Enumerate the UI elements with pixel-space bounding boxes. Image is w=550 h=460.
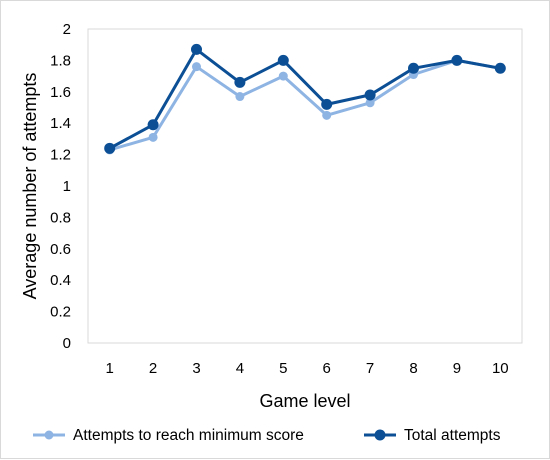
series-layer — [104, 43, 506, 155]
x-tick-label: 4 — [236, 360, 244, 377]
series-1-point — [278, 71, 288, 81]
series-2-point — [321, 98, 333, 110]
y-tick-label: 1.8 — [50, 52, 71, 69]
legend: Attempts to reach minimum score Total att… — [33, 427, 501, 444]
x-axis-tick-labels: 1 2 3 4 5 6 7 8 9 10 — [106, 360, 509, 377]
y-tick-label: 1.2 — [50, 147, 71, 164]
series-2 — [104, 43, 506, 154]
legend-label: Total attempts — [404, 427, 501, 444]
series-2-point — [364, 89, 376, 101]
series-1-point — [322, 110, 332, 120]
legend-swatch-marker — [44, 430, 54, 440]
series-1-line — [108, 58, 502, 152]
x-tick-label: 6 — [323, 360, 331, 377]
series-2-point — [147, 119, 159, 131]
x-axis-title: Game level — [259, 391, 350, 411]
y-tick-label: 0.8 — [50, 209, 71, 226]
plot-area — [87, 28, 523, 344]
x-tick-label: 5 — [279, 360, 287, 377]
y-tick-label: 0.2 — [50, 304, 71, 321]
y-axis-title: Average number of attempts — [20, 73, 40, 300]
series-2-point — [451, 54, 463, 66]
series-2-point — [494, 62, 506, 74]
series-2-point — [277, 54, 289, 66]
series-2-line — [108, 47, 502, 150]
x-tick-label: 2 — [149, 360, 157, 377]
y-tick-label: 0.4 — [50, 272, 71, 289]
series-1-point — [235, 92, 245, 102]
x-tick-label: 1 — [106, 360, 114, 377]
series-1-point — [148, 132, 158, 142]
legend-label: Attempts to reach minimum score — [73, 427, 304, 444]
series-2-point — [191, 43, 202, 55]
series-1-point — [365, 98, 375, 108]
legend-swatch-marker — [374, 429, 386, 441]
x-tick-label: 7 — [366, 360, 374, 377]
y-tick-label: 1.4 — [50, 115, 71, 132]
x-tick-label: 8 — [409, 360, 417, 377]
series-1-point — [192, 62, 201, 72]
y-axis-tick-labels: 0 0.2 0.4 0.6 0.8 1 1.2 1.4 1.6 1.8 2 — [50, 21, 71, 352]
x-tick-label: 10 — [492, 360, 509, 377]
legend-item: Attempts to reach minimum score — [33, 427, 304, 444]
y-tick-label: 0 — [63, 335, 71, 352]
series-2-point — [408, 62, 419, 74]
y-tick-label: 2 — [63, 21, 71, 38]
series-2-point — [234, 76, 246, 88]
y-tick-label: 1.6 — [50, 84, 71, 101]
y-tick-label: 0.6 — [50, 241, 71, 258]
y-tick-label: 1 — [63, 178, 71, 195]
legend-item: Total attempts — [364, 427, 501, 444]
x-tick-label: 9 — [453, 360, 461, 377]
x-tick-label: 3 — [192, 360, 200, 377]
series-2-point — [104, 142, 116, 154]
